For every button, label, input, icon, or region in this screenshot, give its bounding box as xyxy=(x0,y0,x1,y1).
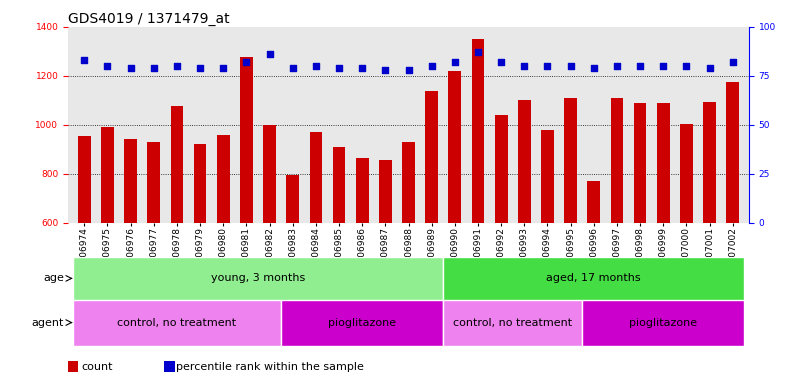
Bar xyxy=(194,144,207,223)
Point xyxy=(634,63,646,69)
Bar xyxy=(680,124,693,223)
Text: age: age xyxy=(43,273,64,283)
Point xyxy=(379,67,392,73)
Bar xyxy=(78,136,91,223)
Point xyxy=(78,57,91,63)
Bar xyxy=(73,300,281,346)
Point xyxy=(541,63,553,69)
Point xyxy=(518,63,531,69)
Point xyxy=(680,63,693,69)
Text: agent: agent xyxy=(32,318,64,328)
Bar xyxy=(449,71,461,223)
Bar xyxy=(610,98,623,223)
Text: percentile rank within the sample: percentile rank within the sample xyxy=(176,362,364,372)
Text: count: count xyxy=(81,362,112,372)
Text: pioglitazone: pioglitazone xyxy=(630,318,698,328)
Point xyxy=(587,65,600,71)
Point xyxy=(356,65,368,71)
Point xyxy=(194,65,207,71)
Point xyxy=(727,59,739,65)
Bar xyxy=(587,181,600,223)
Bar xyxy=(703,101,716,223)
Bar xyxy=(332,147,345,223)
Bar xyxy=(101,127,114,223)
Bar xyxy=(472,39,485,223)
Bar xyxy=(564,98,577,223)
Bar xyxy=(281,300,443,346)
Point xyxy=(101,63,114,69)
Point xyxy=(264,51,276,57)
Text: aged, 17 months: aged, 17 months xyxy=(546,273,641,283)
Point xyxy=(657,63,670,69)
Point xyxy=(332,65,345,71)
Point xyxy=(449,59,461,65)
Point xyxy=(610,63,623,69)
Text: control, no treatment: control, no treatment xyxy=(453,318,572,328)
Bar xyxy=(495,115,508,223)
Bar xyxy=(425,91,438,223)
Bar xyxy=(217,135,230,223)
Point xyxy=(495,59,508,65)
Bar xyxy=(541,130,553,223)
Bar xyxy=(309,132,322,223)
Bar xyxy=(356,158,368,223)
Point xyxy=(564,63,577,69)
Point xyxy=(124,65,137,71)
Text: control, no treatment: control, no treatment xyxy=(118,318,236,328)
Point xyxy=(217,65,230,71)
Text: GDS4019 / 1371479_at: GDS4019 / 1371479_at xyxy=(68,12,230,26)
Bar xyxy=(171,106,183,223)
Point xyxy=(309,63,322,69)
Bar xyxy=(240,58,253,223)
Bar xyxy=(443,257,744,300)
Bar xyxy=(286,175,299,223)
Bar xyxy=(443,300,582,346)
Point xyxy=(240,59,253,65)
Point xyxy=(286,65,299,71)
Bar xyxy=(634,103,646,223)
Point xyxy=(171,63,183,69)
Bar xyxy=(264,125,276,223)
Bar xyxy=(379,160,392,223)
Bar xyxy=(73,257,443,300)
Bar xyxy=(657,103,670,223)
Bar xyxy=(147,142,160,223)
Point xyxy=(402,67,415,73)
Bar xyxy=(518,100,531,223)
Point xyxy=(147,65,160,71)
Text: young, 3 months: young, 3 months xyxy=(211,273,305,283)
Bar xyxy=(124,139,137,223)
Point xyxy=(703,65,716,71)
Bar xyxy=(402,142,415,223)
Point xyxy=(472,49,485,55)
Text: pioglitazone: pioglitazone xyxy=(328,318,396,328)
Bar xyxy=(582,300,744,346)
Bar xyxy=(727,82,739,223)
Point xyxy=(425,63,438,69)
